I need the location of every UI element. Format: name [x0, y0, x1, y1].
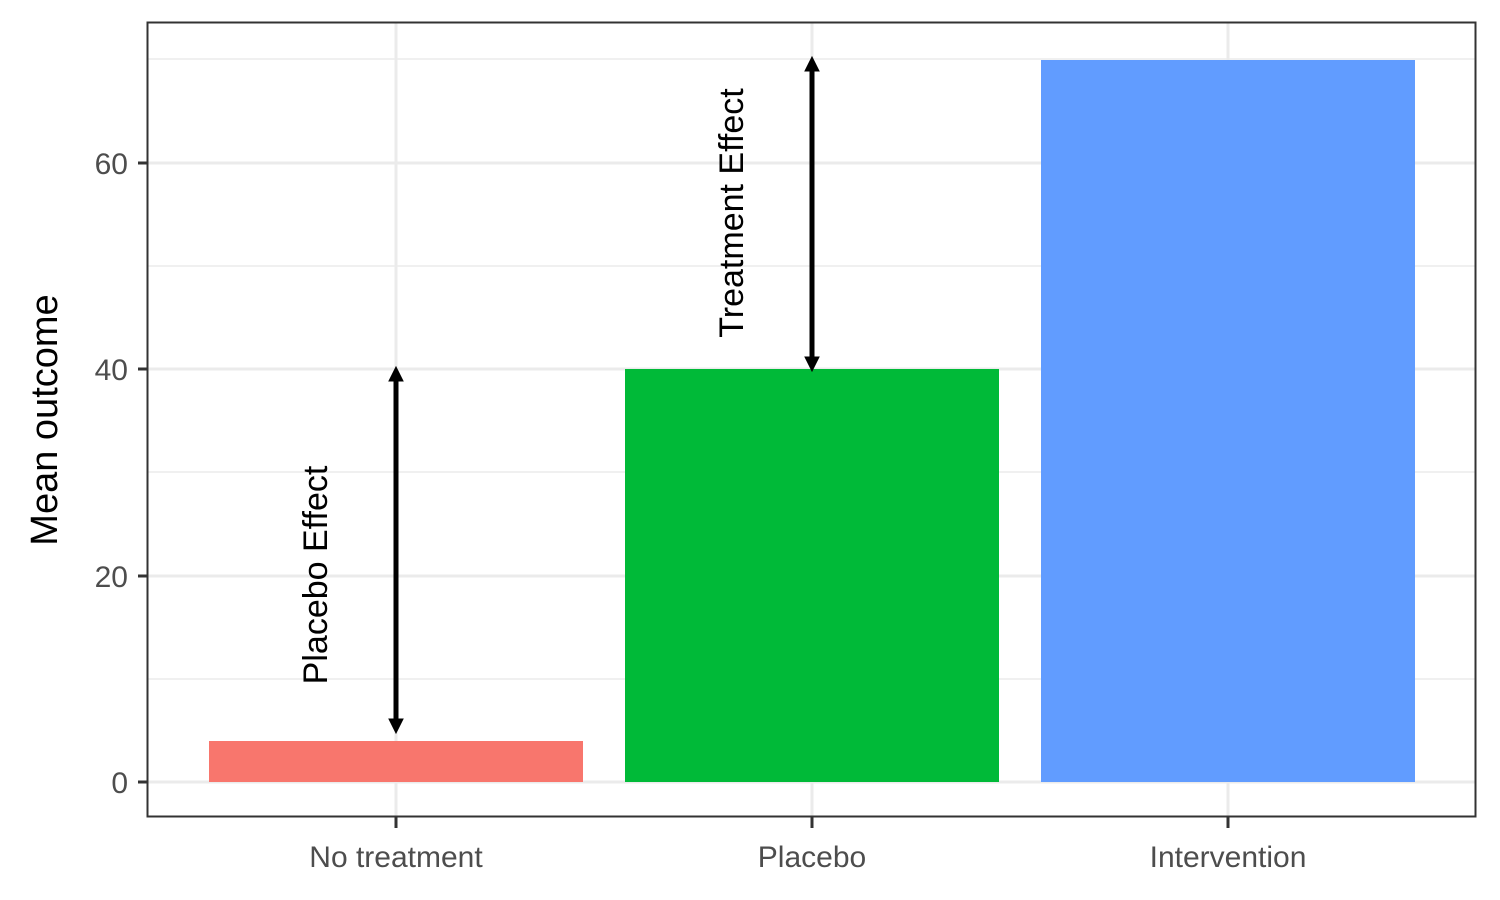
treatment-effect-label: Treatment Effect	[713, 88, 751, 338]
y-tick-label: 60	[95, 148, 128, 181]
x-tick-label: Placebo	[758, 841, 866, 874]
x-tick-label: No treatment	[309, 841, 483, 874]
y-tick-label: 0	[111, 767, 128, 800]
bar-no-treatment	[209, 741, 583, 782]
x-tick-label: Intervention	[1150, 841, 1307, 874]
y-tick-label: 40	[95, 354, 128, 387]
bar-placebo	[625, 369, 999, 782]
placebo-effect-arrow	[388, 365, 404, 735]
y-axis-label: Mean outcome	[24, 294, 66, 545]
panel-border	[146, 21, 1477, 818]
treatment-effect-arrow	[804, 55, 820, 373]
y-axis-ticks	[138, 161, 147, 784]
placebo-effect-label: Placebo Effect	[297, 465, 335, 684]
bar-intervention	[1041, 60, 1415, 782]
y-tick-label: 20	[95, 561, 128, 594]
x-axis-ticks	[394, 817, 1230, 828]
